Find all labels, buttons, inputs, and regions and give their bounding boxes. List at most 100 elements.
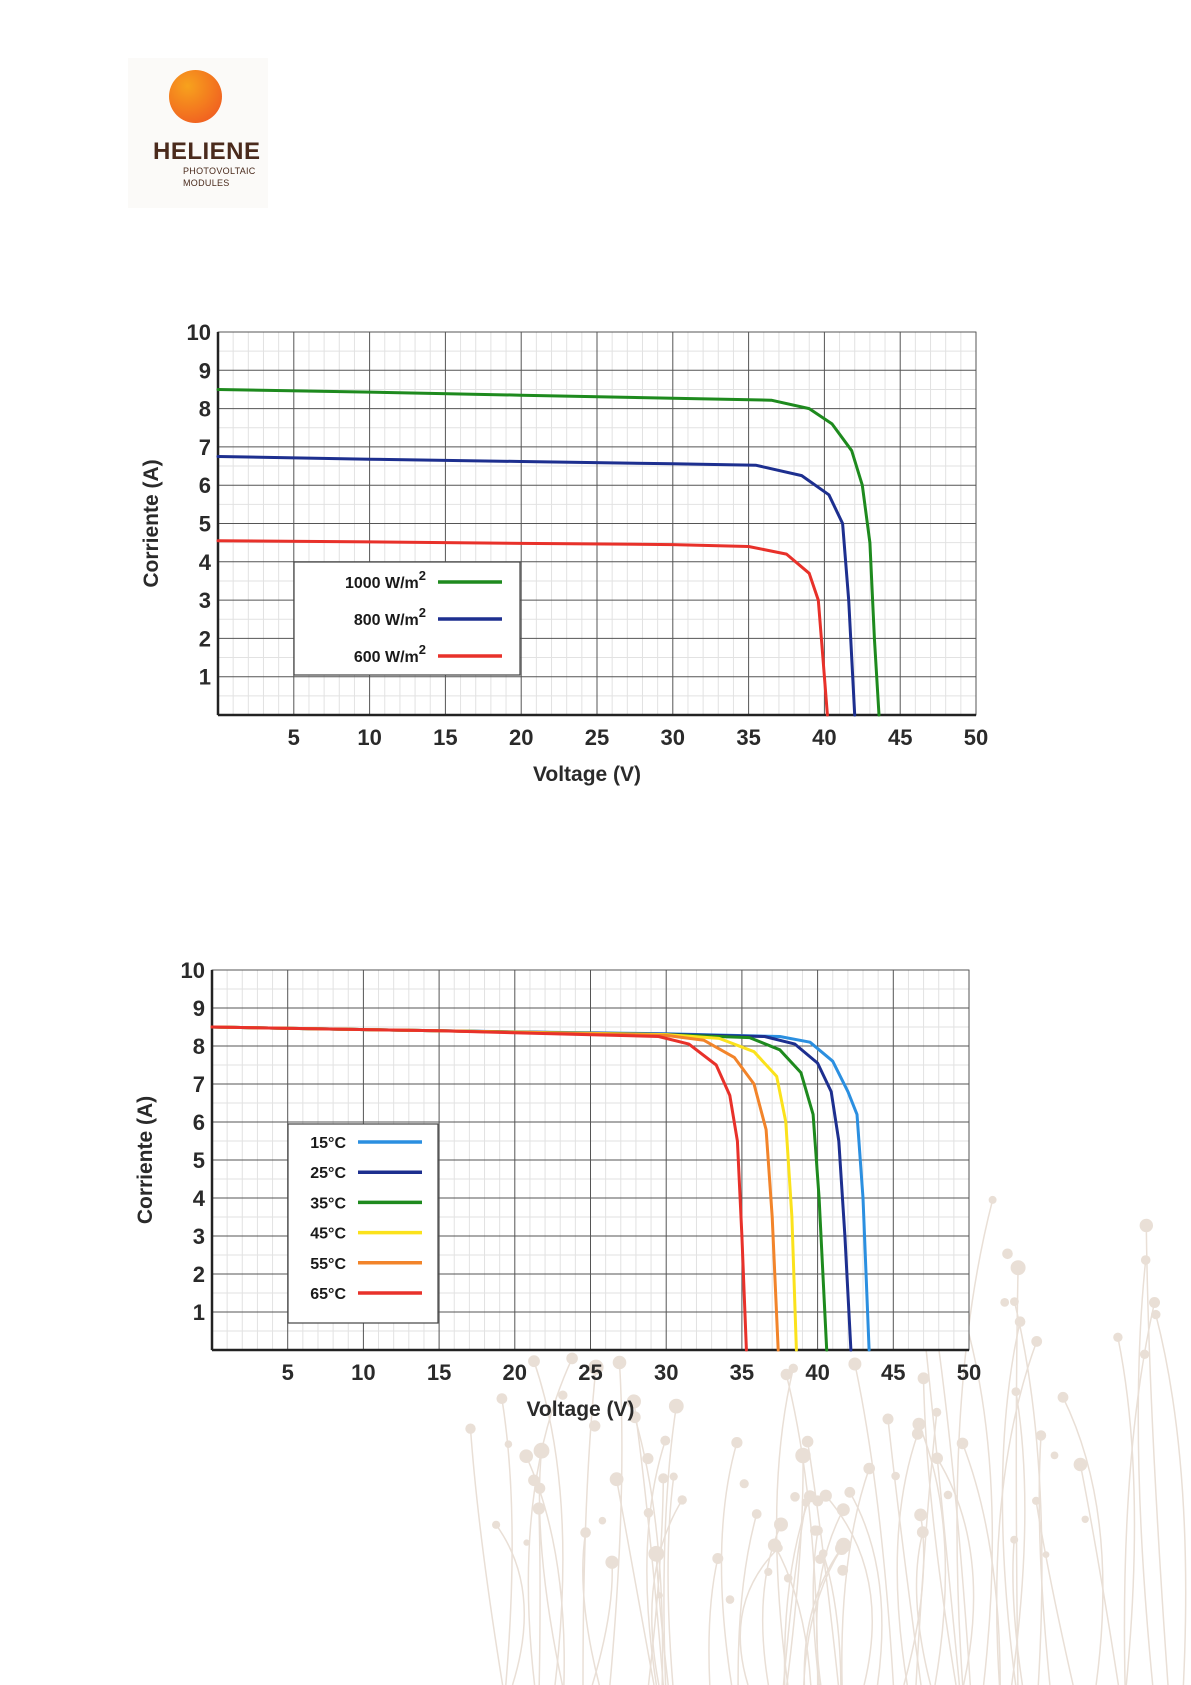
y-tick-label: 7: [193, 1072, 205, 1097]
plant-stem: [527, 1358, 573, 1685]
series-line-0: [216, 388, 881, 717]
plant-stem: [633, 1401, 665, 1685]
plant-seedhead: [1042, 1551, 1050, 1558]
legend-label: 45°C: [310, 1226, 346, 1243]
legend-label: 65°C: [310, 1286, 346, 1303]
plant-stem: [995, 1341, 1038, 1685]
plant-stem: [720, 1442, 738, 1685]
plant-seedhead: [1031, 1336, 1043, 1347]
plant-stem: [663, 1405, 678, 1685]
plant-stem: [1062, 1396, 1104, 1685]
x-tick-label: 5: [288, 725, 300, 750]
plant-seedhead: [1113, 1332, 1123, 1343]
plant-seedhead: [519, 1449, 533, 1463]
plant-seedhead: [533, 1442, 550, 1459]
plant-stem: [903, 1514, 925, 1685]
x-tick-label: 35: [730, 1360, 754, 1385]
plant-seedhead: [712, 1553, 724, 1564]
plant-seedhead: [912, 1417, 926, 1431]
company-logo: HELIENE PHOTOVOLTAIC MODULES: [128, 58, 268, 208]
plant-seedhead: [1000, 1298, 1010, 1307]
plant-seedhead: [739, 1479, 749, 1489]
series-line-5: [210, 1025, 748, 1352]
plant-seedhead: [465, 1423, 476, 1434]
plant-stem: [775, 1368, 795, 1685]
plant-seedhead: [914, 1508, 927, 1522]
x-tick-label: 30: [654, 1360, 678, 1385]
y-tick-label: 3: [199, 588, 211, 613]
x-tick-label: 10: [351, 1360, 375, 1385]
plant-stem: [1123, 1302, 1156, 1685]
y-tick-label: 5: [199, 512, 211, 537]
plant-seedhead: [911, 1428, 924, 1440]
plant-seedhead: [496, 1393, 508, 1404]
plant-seedhead: [810, 1525, 821, 1536]
plant-stem: [591, 1562, 613, 1685]
plant-seedhead: [751, 1509, 762, 1519]
legend-label: 1000 W/m2: [345, 568, 426, 592]
plant-stem: [501, 1398, 513, 1685]
plant-seedhead: [1010, 1260, 1026, 1276]
x-tick-label: 15: [427, 1360, 451, 1385]
plant-seedhead: [848, 1357, 862, 1371]
plant-seedhead: [803, 1490, 817, 1503]
y-tick-label: 10: [187, 320, 211, 345]
plant-stem: [655, 1553, 669, 1685]
plant-seedhead: [528, 1355, 540, 1368]
plant-seedhead: [1149, 1297, 1160, 1308]
y-tick-label: 6: [193, 1110, 205, 1135]
plant-seedhead: [609, 1472, 624, 1487]
plant-stem: [785, 1374, 819, 1685]
x-tick-label: 15: [433, 725, 457, 750]
x-tick-label: 40: [805, 1360, 829, 1385]
plant-seedhead: [882, 1413, 894, 1425]
y-tick-label: 7: [199, 435, 211, 460]
plant-seedhead: [801, 1435, 814, 1448]
plant-seedhead: [790, 1492, 800, 1502]
plant-stem: [956, 1199, 994, 1685]
series-line-2: [216, 539, 829, 717]
plant-seedhead: [932, 1407, 942, 1417]
plant-seedhead: [626, 1394, 642, 1409]
plant-stem: [1001, 1321, 1021, 1685]
legend-label: 35°C: [310, 1195, 346, 1212]
plant-stem: [841, 1468, 870, 1685]
legend-label: 600 W/m2: [354, 642, 426, 666]
plant-stem: [896, 1433, 919, 1685]
plant-seedhead: [534, 1482, 546, 1494]
plant-stem: [773, 1544, 812, 1685]
plant-stem: [525, 1455, 565, 1685]
plant-stem: [849, 1491, 883, 1685]
plant-seedhead: [580, 1527, 591, 1538]
plant-seedhead: [1002, 1248, 1013, 1260]
plant-seedhead: [588, 1359, 604, 1375]
plant-seedhead: [836, 1503, 850, 1517]
plant-stem: [533, 1360, 564, 1685]
y-tick-label: 2: [199, 626, 211, 651]
plant-seedhead: [1073, 1457, 1088, 1472]
y-axis-label: Corriente (A): [140, 459, 163, 587]
plant-seedhead: [788, 1363, 798, 1374]
plant-stem: [887, 1418, 922, 1685]
x-tick-label: 35: [736, 725, 760, 750]
plant-seedhead: [731, 1437, 743, 1449]
plant-seedhead: [648, 1545, 665, 1562]
x-tick-label: 20: [509, 725, 533, 750]
plant-seedhead: [917, 1372, 930, 1385]
plant-stem: [667, 1476, 675, 1685]
plant-stem: [646, 1440, 667, 1685]
y-tick-label: 1: [193, 1300, 205, 1325]
logo-wordmark: HELIENE: [153, 138, 261, 165]
plant-stem: [936, 1457, 975, 1685]
plant-stem: [609, 1362, 623, 1685]
plant-stem: [739, 1547, 780, 1685]
y-tick-label: 3: [193, 1224, 205, 1249]
plant-stem: [854, 1363, 895, 1685]
plant-seedhead: [523, 1539, 530, 1546]
plant-stem: [1038, 1435, 1051, 1685]
x-tick-label: 50: [957, 1360, 981, 1385]
plant-seedhead: [1139, 1349, 1150, 1360]
legend-label: 25°C: [310, 1165, 346, 1182]
plant-seedhead: [1140, 1255, 1151, 1265]
